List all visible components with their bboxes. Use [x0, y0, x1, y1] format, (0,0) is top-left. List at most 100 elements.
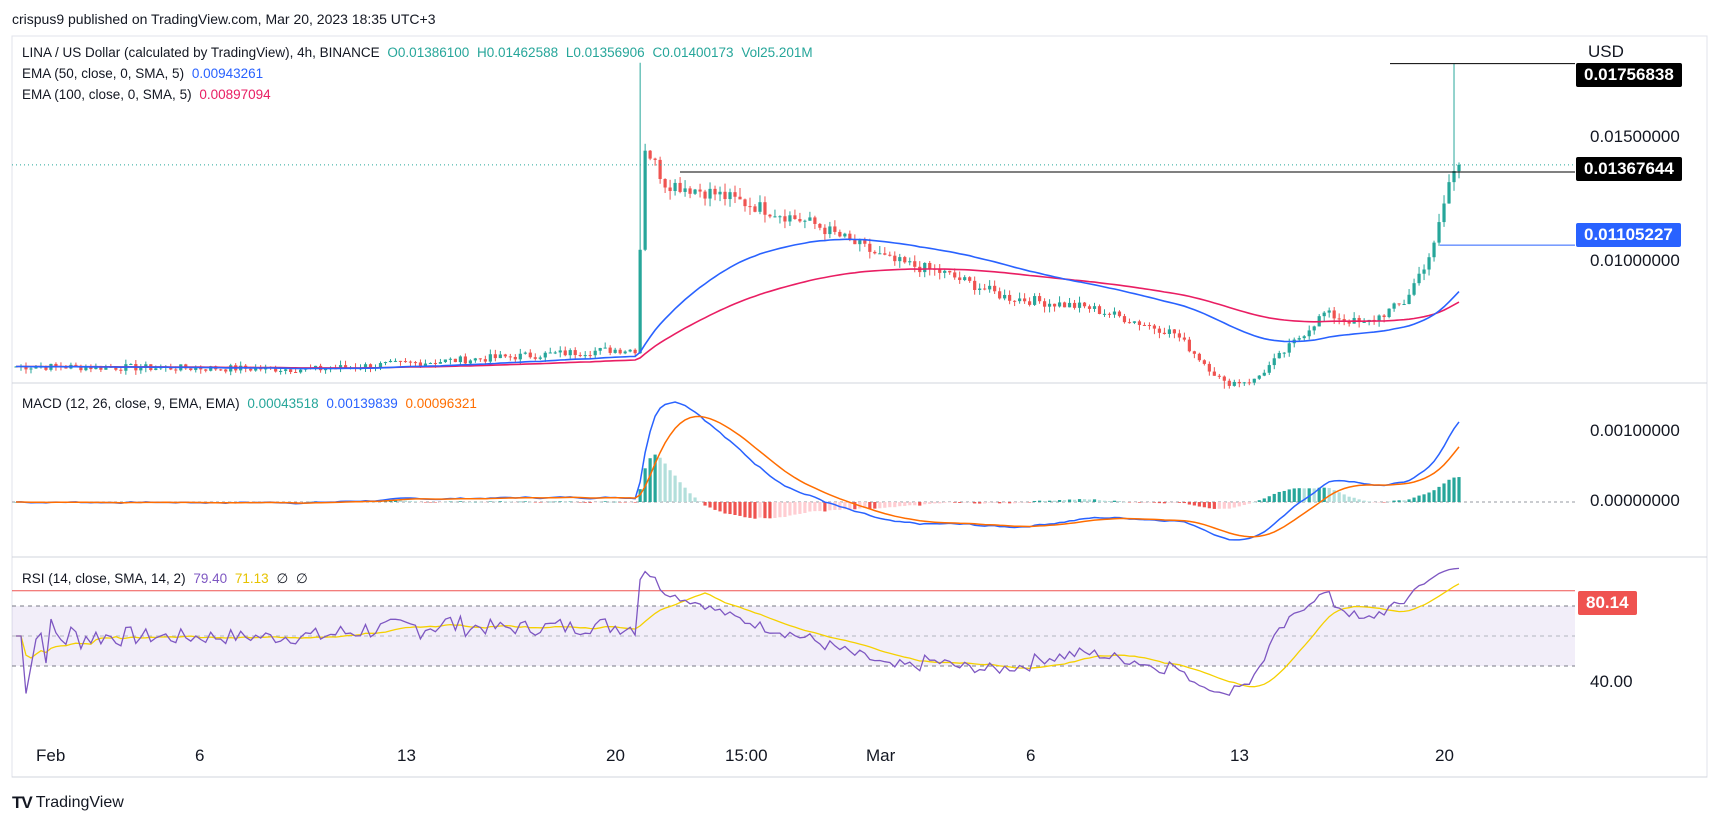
candle-body — [743, 199, 747, 207]
candle-body — [1062, 302, 1067, 308]
macd-histogram-bar — [1227, 502, 1231, 509]
macd-histogram-bar — [878, 502, 882, 509]
macd-histogram-bar — [918, 502, 922, 506]
candle-body — [983, 288, 987, 290]
currency-label[interactable]: USD — [1588, 42, 1624, 61]
macd-histogram-bar — [983, 502, 987, 504]
macd-histogram-bar — [493, 501, 497, 503]
candle-body — [219, 369, 223, 371]
macd-histogram-bar — [458, 501, 462, 502]
macd-histogram-bar — [763, 502, 767, 519]
last-price-tag: 0.01367644 — [1576, 157, 1682, 181]
candle-body — [593, 350, 597, 356]
low-value: L0.01356906 — [565, 45, 645, 60]
candle-body — [668, 187, 672, 192]
candle-body — [284, 369, 288, 371]
macd-histogram-bar — [1267, 496, 1271, 502]
candle-body — [1013, 300, 1017, 302]
macd-histogram-bar — [788, 502, 792, 516]
macd-histogram-bar — [1018, 502, 1022, 503]
candle-body — [29, 368, 33, 370]
main-legend: LINA / US Dollar (calculated by TradingV… — [22, 45, 817, 60]
macd-histogram-bar — [1077, 499, 1082, 502]
candle-body — [1212, 371, 1216, 376]
macd-histogram-bar — [928, 502, 932, 504]
candle-body — [1052, 303, 1057, 307]
macd-histogram-bar — [453, 501, 457, 503]
candle-body — [688, 188, 692, 194]
candle-body — [868, 243, 872, 252]
candle-body — [448, 358, 452, 360]
candle-body — [883, 253, 887, 255]
ema50-legend[interactable]: EMA (50, close, 0, SMA, 5) 0.00943261 — [22, 66, 267, 81]
ema100-line — [16, 268, 1460, 369]
candle-body — [1087, 306, 1092, 309]
macd-histogram-bar — [898, 502, 902, 507]
candle-body — [368, 364, 373, 369]
macd-histogram-bar — [753, 502, 757, 519]
macd-histogram-bar — [1197, 502, 1201, 507]
macd-histogram-bar — [1072, 499, 1077, 502]
candle-body — [853, 239, 857, 245]
macd-histogram-bar — [998, 502, 1002, 504]
candle-body — [938, 268, 942, 273]
macd-histogram-bar — [603, 501, 607, 502]
candle-body — [1252, 378, 1256, 383]
candle-body — [1167, 329, 1172, 334]
candle-body — [663, 178, 667, 188]
candle-body — [798, 219, 802, 222]
candle-body — [279, 370, 283, 372]
candle-body — [713, 188, 717, 195]
macd-histogram-bar — [688, 493, 692, 502]
ema50-value: 0.00943261 — [191, 66, 264, 81]
macd-histogram-bar — [993, 502, 997, 503]
macd-histogram-bar — [713, 502, 717, 510]
footer-brand[interactable]: TV TradingView — [12, 793, 124, 813]
candle-body — [848, 233, 852, 240]
macd-histogram-bar — [873, 502, 877, 509]
symbol-label[interactable]: LINA / US Dollar (calculated by TradingV… — [22, 45, 380, 60]
candle-body — [1137, 321, 1142, 325]
macd-histogram-bar — [1292, 488, 1296, 502]
candle-body — [1342, 319, 1346, 321]
macd-histogram-bar — [718, 502, 722, 512]
ema100-legend[interactable]: EMA (100, close, 0, SMA, 5) 0.00897094 — [22, 87, 275, 102]
macd-histogram-bar — [963, 502, 967, 503]
candle-body — [643, 150, 647, 250]
candle-body — [648, 150, 652, 159]
candle-body — [633, 349, 637, 354]
candle-body — [1417, 273, 1421, 284]
rsi-label: RSI (14, close, SMA, 14, 2) — [22, 571, 186, 586]
candle-body — [783, 216, 787, 222]
macd-line — [15, 401, 1460, 541]
macd-histogram-bar — [933, 502, 937, 504]
candle-body — [758, 202, 762, 212]
macd-legend[interactable]: MACD (12, 26, close, 9, EMA, EMA) 0.0004… — [22, 396, 481, 411]
macd-histogram-bar — [1102, 500, 1107, 502]
macd-histogram-bar — [1122, 501, 1127, 503]
candle-body — [518, 353, 522, 360]
candle-body — [953, 272, 957, 278]
macd-histogram-bar — [1407, 499, 1411, 502]
candle-body — [978, 288, 982, 290]
candle-body — [1018, 298, 1022, 302]
candle-body — [1092, 306, 1097, 309]
macd-value: 0.00139839 — [326, 396, 398, 411]
macd-histogram-bar — [1247, 502, 1251, 504]
macd-histogram-bar — [1062, 500, 1067, 502]
candle-body — [104, 366, 108, 370]
candle-body — [1357, 317, 1361, 323]
macd-histogram-bar — [503, 501, 507, 502]
rsi-legend[interactable]: RSI (14, close, SMA, 14, 2) 79.40 71.13 … — [22, 571, 312, 587]
candle-body — [1402, 304, 1406, 306]
volume-value: Vol25.201M — [741, 45, 813, 60]
macd-histogram-bar — [683, 487, 687, 502]
macd-histogram-bar — [823, 502, 827, 512]
candle-body — [1202, 360, 1206, 364]
candle-body — [703, 191, 707, 199]
macd-histogram-bar — [938, 502, 942, 504]
candle-body — [274, 367, 278, 372]
macd-histogram-bar — [893, 502, 897, 508]
candle-body — [1452, 171, 1456, 183]
